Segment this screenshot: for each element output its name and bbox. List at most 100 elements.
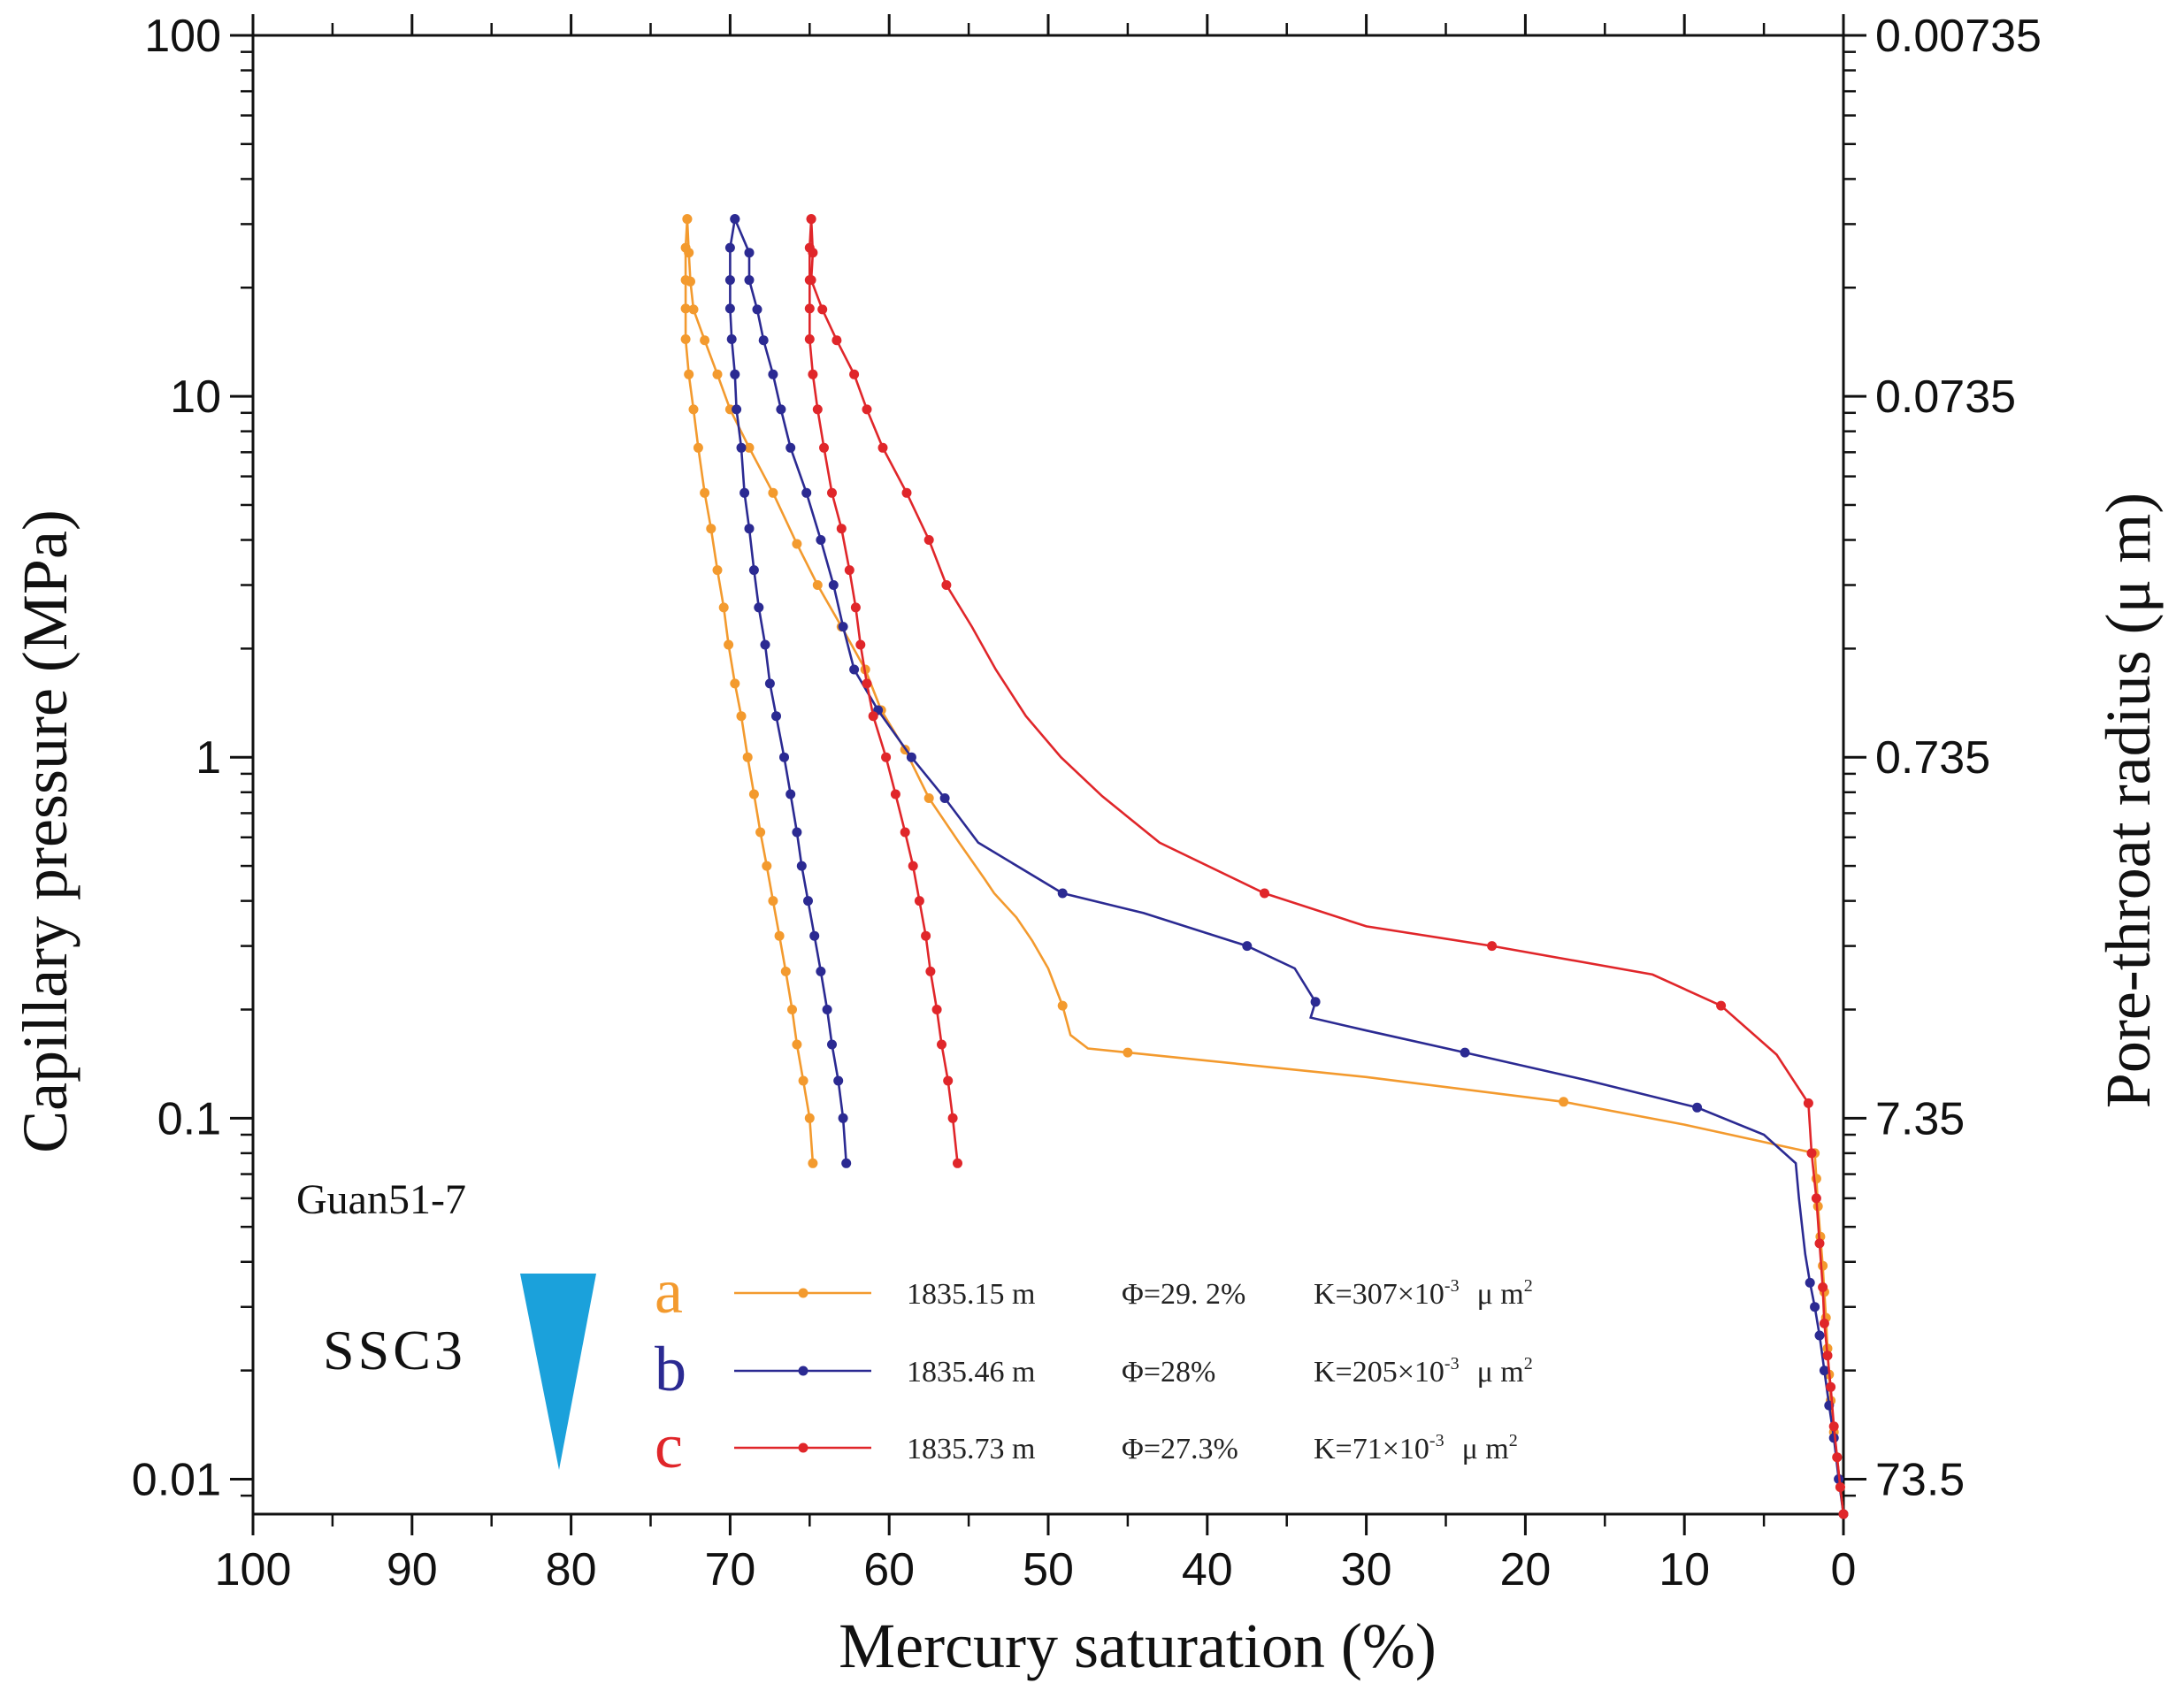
series-a-point <box>736 711 747 722</box>
series-c-point <box>941 580 952 590</box>
series-c-point <box>1803 1098 1813 1108</box>
series-c-point <box>806 214 816 225</box>
legend-entry-c: c 1835.73 m Φ=27.3% K=71×10-3 μ m2 <box>655 1411 1518 1481</box>
series-c-point <box>937 1039 946 1050</box>
series-a-point <box>684 369 694 379</box>
y-tick-label: 100 <box>144 11 221 62</box>
legend: a 1835.15 m Φ=29. 2% K=307×10-3 μ m2 b 1835.46… <box>655 1256 1533 1481</box>
series-b-point <box>730 214 740 225</box>
legend-porosity-c: Φ=27.3% <box>1122 1433 1238 1465</box>
y-tick-label: 1 <box>195 732 221 784</box>
legend-letter-b: b <box>655 1334 686 1404</box>
series-c-point <box>1806 1148 1817 1159</box>
series-c-point <box>1260 888 1269 899</box>
series-b-point <box>1810 1302 1820 1312</box>
series-c-point <box>1818 1282 1828 1292</box>
series-b-point <box>833 1075 844 1086</box>
series-c-point <box>914 896 924 907</box>
series-a-point <box>680 303 691 314</box>
y2-axis-title: Pore-throat radius (μ m) <box>2093 493 2164 1108</box>
series-b-intrusion-line <box>733 218 1845 1515</box>
series-b-point <box>724 275 735 286</box>
x-tick-label: 20 <box>1499 1544 1551 1595</box>
legend-marker-b <box>798 1366 808 1376</box>
series-c-point <box>849 369 860 379</box>
facies-label: SSC3 <box>323 1319 466 1381</box>
series-a-point <box>724 639 734 650</box>
series-c-point <box>1828 1421 1839 1432</box>
series-c-point <box>850 602 861 613</box>
series-c-point <box>827 487 837 498</box>
series-b-point <box>724 303 735 314</box>
series-b-point <box>906 752 916 762</box>
series-a-point <box>712 565 723 576</box>
y2-tick-label: 73.5 <box>1875 1454 1965 1505</box>
series-c-point <box>931 1005 942 1014</box>
sample-name: Guan51-7 <box>296 1176 466 1223</box>
y2-tick-label: 0.0735 <box>1875 371 2016 423</box>
series-b-point <box>816 535 826 545</box>
series-a-point <box>748 789 759 800</box>
legend-depth-c: 1835.73 m <box>907 1433 1035 1465</box>
series-a-point <box>688 304 699 315</box>
series-a-point <box>762 861 772 871</box>
series-c-point <box>953 1158 962 1168</box>
series-b-point <box>838 622 848 632</box>
series-b-point <box>744 524 755 534</box>
x-tick-label: 0 <box>1831 1544 1857 1595</box>
series-a-point <box>700 335 710 346</box>
series-a-point <box>744 442 755 453</box>
series-a-point <box>693 442 703 453</box>
series-b-point <box>1242 941 1253 952</box>
series-b-point <box>849 664 860 675</box>
legend-depth-a: 1835.15 m <box>907 1278 1035 1311</box>
series-b-point <box>771 711 781 722</box>
series-c-point <box>925 966 936 976</box>
series-a-point <box>755 827 766 838</box>
series-b-point <box>1310 997 1321 1007</box>
series-c-point <box>812 404 823 415</box>
series-b-point <box>827 1039 837 1050</box>
legend-entry-a: a 1835.15 m Φ=29. 2% K=307×10-3 μ m2 <box>655 1256 1533 1327</box>
series-a-point <box>768 896 778 907</box>
series-c-point <box>862 404 872 415</box>
series-b-point <box>809 930 820 941</box>
series-a-extrusion-line <box>684 218 815 1164</box>
series-b-point <box>739 487 750 498</box>
x-tick-label: 80 <box>546 1544 597 1595</box>
series-b-point <box>1057 888 1068 899</box>
series-a-point <box>798 1075 808 1086</box>
x-tick-label: 10 <box>1659 1544 1710 1595</box>
x-tick-label: 70 <box>704 1544 755 1595</box>
series-a-intrusion-line <box>686 218 1845 1515</box>
series-b-point <box>828 580 839 590</box>
series-a <box>680 214 1849 1519</box>
series-a-point <box>1123 1047 1133 1058</box>
series-c-point <box>943 1075 954 1086</box>
series-c-point <box>901 487 912 498</box>
series-b-point <box>792 827 802 838</box>
legend-porosity-b: Φ=28% <box>1122 1356 1215 1389</box>
series-b-point <box>822 1005 832 1014</box>
series-b-point <box>726 334 737 344</box>
series-c-point <box>804 303 815 314</box>
series-c-point <box>855 639 866 650</box>
series-c-point <box>1832 1452 1843 1463</box>
series-a-point <box>682 214 693 225</box>
series-c-point <box>868 711 878 722</box>
series-a-point <box>1057 1000 1068 1011</box>
series-c-point <box>923 535 934 545</box>
series-c-point <box>808 369 818 379</box>
series-c-point <box>808 248 818 258</box>
y2-tick-label: 0.00735 <box>1875 11 2042 62</box>
x-tick-label: 90 <box>387 1544 438 1595</box>
series-b-point <box>776 404 786 415</box>
series-b <box>724 214 1849 1519</box>
legend-marker-c <box>798 1442 808 1453</box>
series-a-point <box>718 602 729 613</box>
series-a-point <box>706 524 717 534</box>
series-a-point <box>792 1039 802 1050</box>
series-b-point <box>785 442 796 453</box>
y2-tick-label: 0.735 <box>1875 732 1990 784</box>
